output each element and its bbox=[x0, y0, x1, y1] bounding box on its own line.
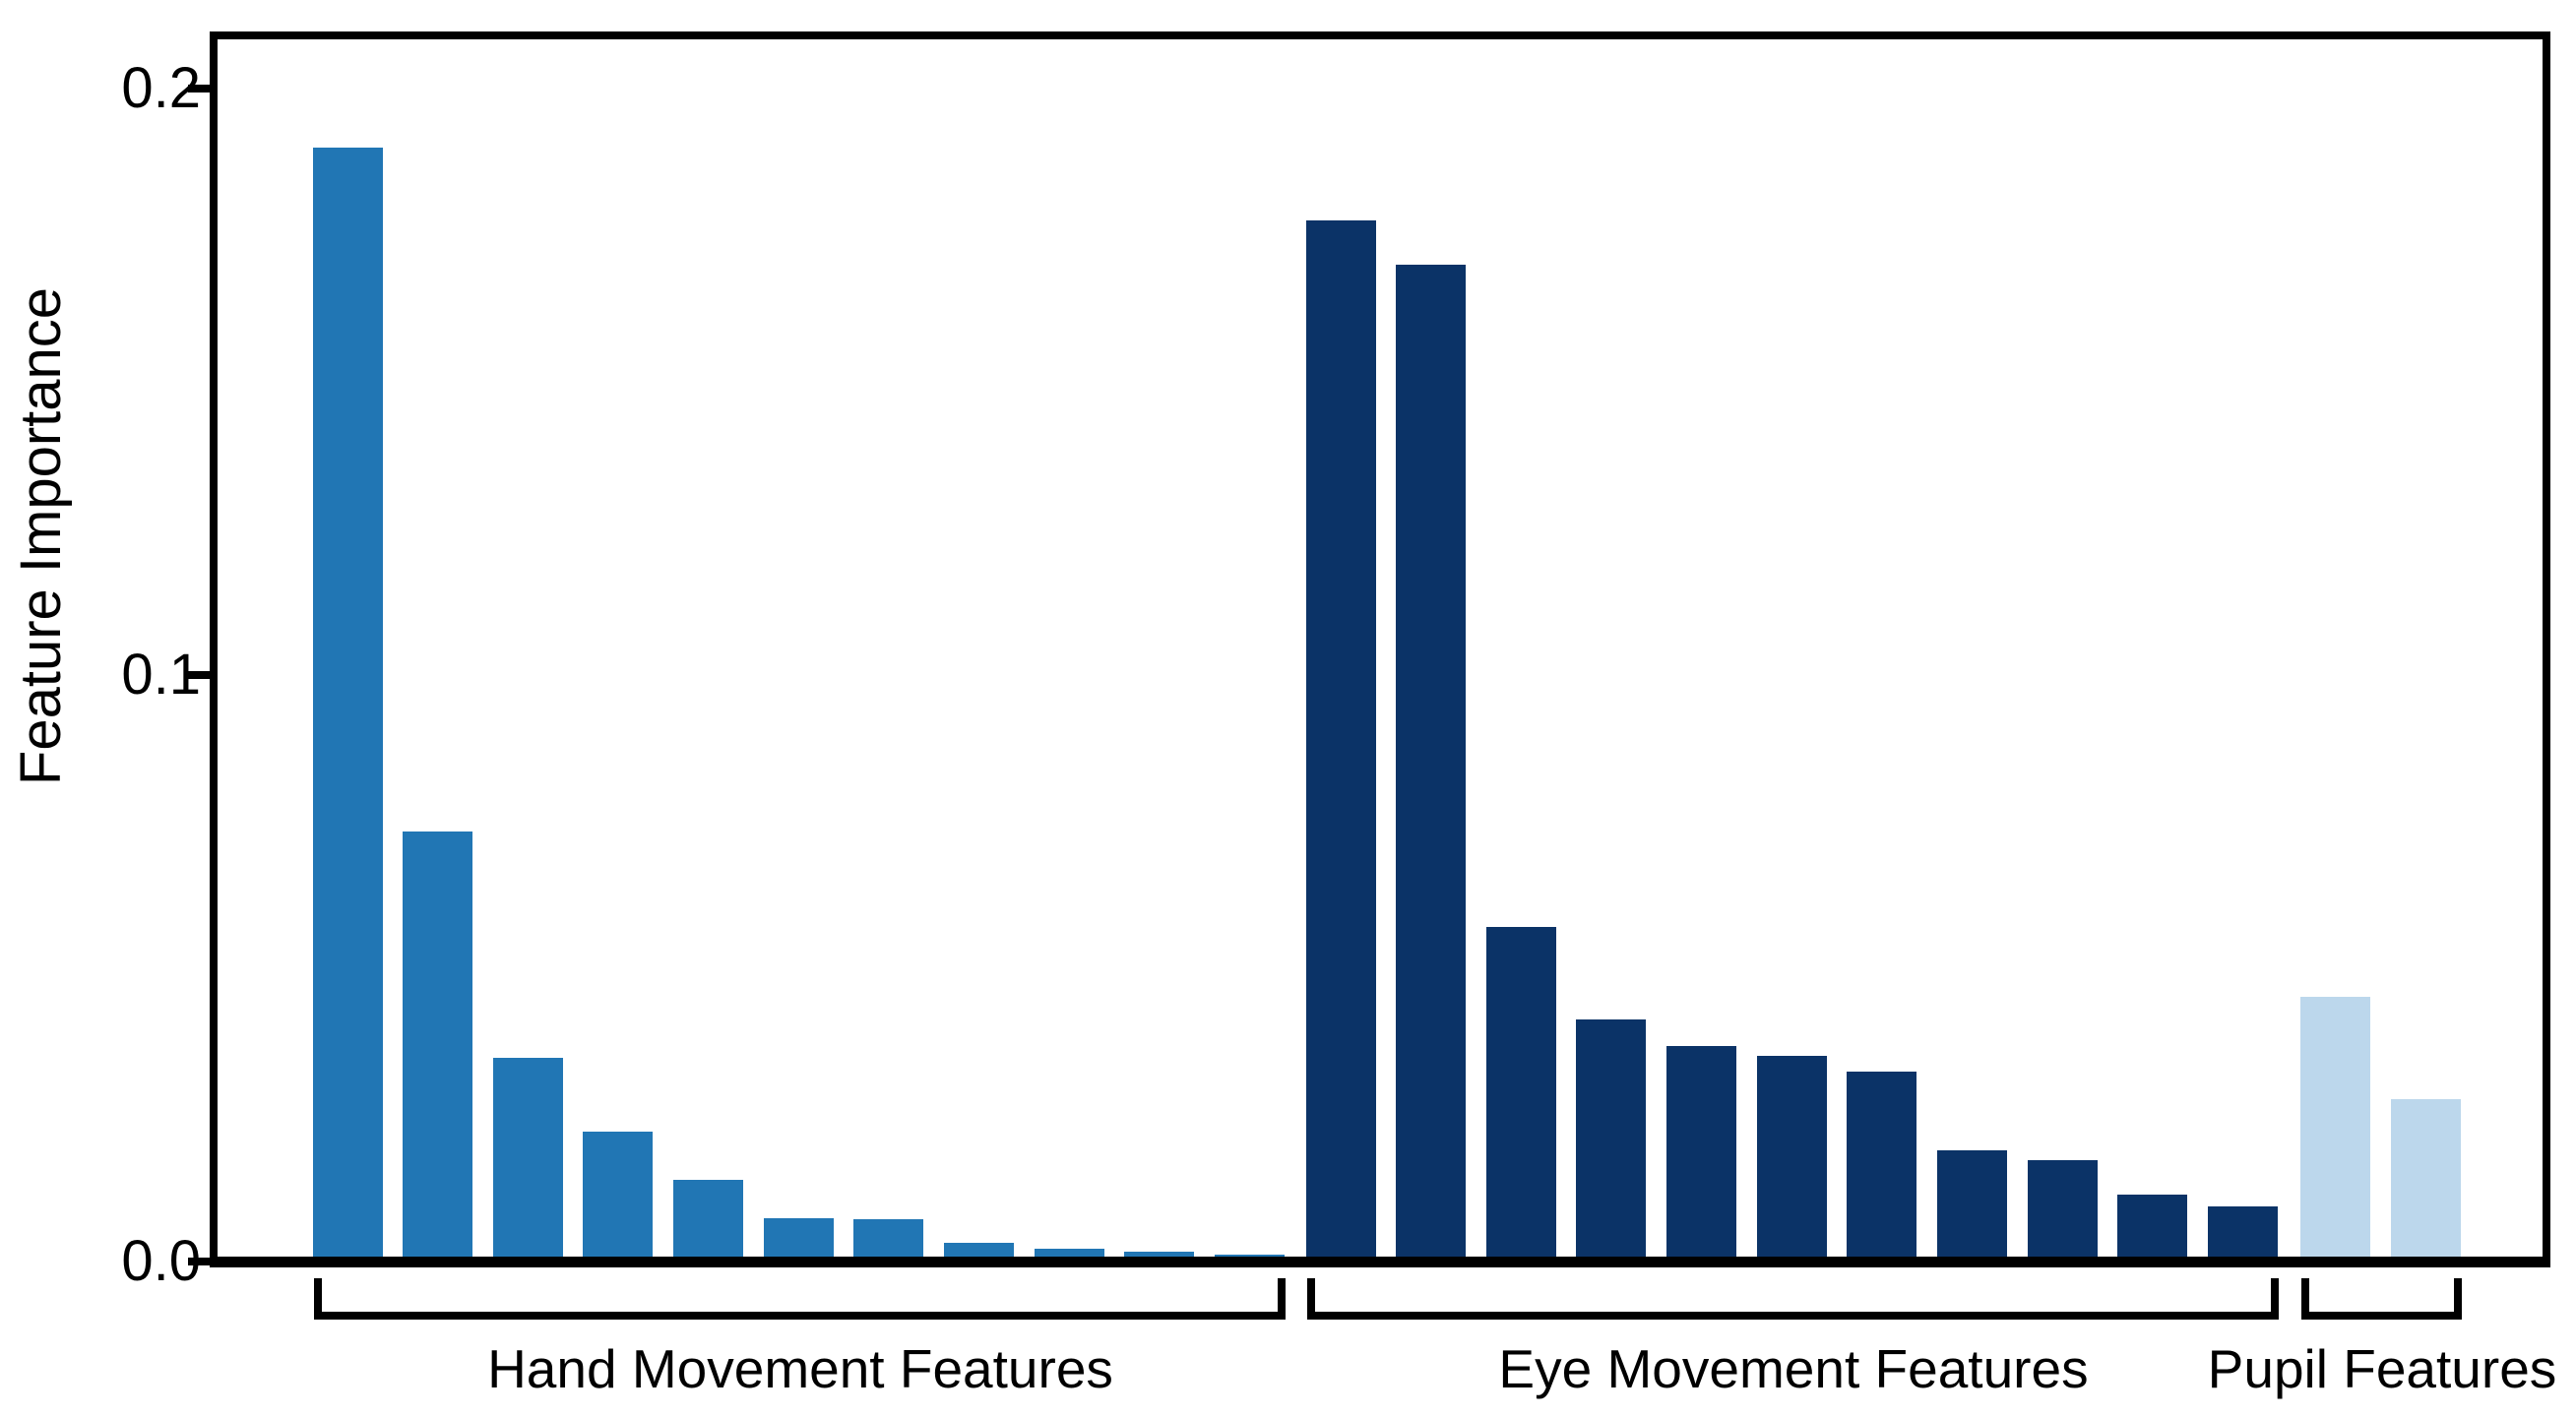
bar bbox=[403, 832, 472, 1262]
group-bracket-cap bbox=[2301, 1278, 2309, 1320]
y-axis-tick-label: 0.0 bbox=[121, 1229, 201, 1293]
bar bbox=[2208, 1206, 2278, 1262]
group-bracket-cap bbox=[1278, 1278, 1286, 1320]
bar bbox=[1306, 220, 1376, 1262]
top-spine bbox=[210, 31, 2550, 39]
bar bbox=[853, 1219, 923, 1262]
right-spine bbox=[2543, 31, 2550, 1267]
bar bbox=[673, 1180, 743, 1262]
group-label: Hand Movement Features bbox=[487, 1338, 1113, 1399]
y-axis-tick bbox=[188, 85, 210, 92]
group-bracket bbox=[1307, 1312, 2279, 1320]
y-axis-tick bbox=[188, 671, 210, 679]
group-label: Eye Movement Features bbox=[1498, 1338, 2089, 1399]
y-axis-tick bbox=[188, 1258, 210, 1265]
bar bbox=[583, 1132, 653, 1262]
group-bracket-cap bbox=[2454, 1278, 2462, 1320]
group-bracket-cap bbox=[314, 1278, 322, 1320]
bar bbox=[1576, 1019, 1646, 1262]
group-bracket bbox=[314, 1312, 1286, 1320]
bar bbox=[764, 1218, 834, 1262]
bar bbox=[2300, 997, 2370, 1262]
bar bbox=[2117, 1195, 2187, 1262]
bar bbox=[313, 148, 383, 1262]
bar bbox=[2028, 1160, 2098, 1262]
group-bracket bbox=[2301, 1312, 2462, 1320]
x-axis-line bbox=[210, 1257, 2550, 1267]
bar bbox=[1937, 1150, 2007, 1262]
group-label: Pupil Features bbox=[2207, 1338, 2557, 1399]
y-axis-tick-label: 0.2 bbox=[121, 56, 201, 120]
bar bbox=[1486, 927, 1556, 1262]
group-bracket-cap bbox=[2271, 1278, 2279, 1320]
bar bbox=[2391, 1099, 2461, 1262]
bar bbox=[1757, 1056, 1827, 1262]
group-bracket-cap bbox=[1307, 1278, 1315, 1320]
bar bbox=[1666, 1046, 1736, 1262]
bar bbox=[493, 1058, 563, 1262]
bar bbox=[1847, 1072, 1916, 1262]
y-axis-tick-label: 0.1 bbox=[121, 643, 201, 707]
bar bbox=[1396, 265, 1466, 1262]
y-axis-spine bbox=[210, 31, 218, 1267]
